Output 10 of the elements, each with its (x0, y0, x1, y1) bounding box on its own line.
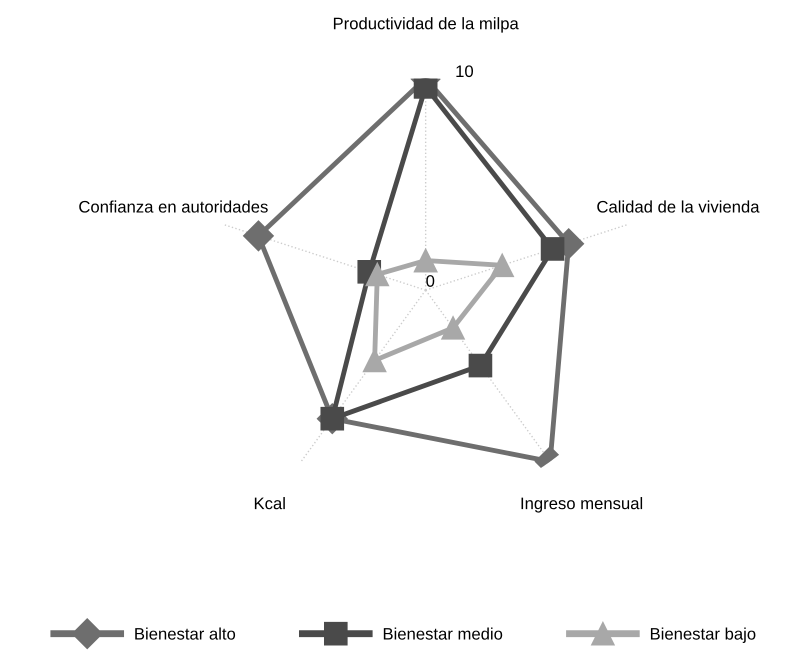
spoke-label: Confianza en autoridades (79, 200, 268, 213)
legend-label: Bienestar alto (135, 627, 236, 640)
spoke-label: Ingreso mensual (522, 497, 642, 513)
y-tick-label: 10 (456, 65, 474, 78)
spoke-label: Productividad de la milpa (334, 17, 519, 33)
spoke-label: Calidad de la vivienda (597, 200, 760, 213)
spoke-label: Kcal (254, 497, 285, 510)
legend-label: Bienestar bajo (650, 627, 756, 643)
y-tick-label: 0 (426, 275, 434, 287)
legend-label: Bienestar medio (384, 627, 502, 640)
